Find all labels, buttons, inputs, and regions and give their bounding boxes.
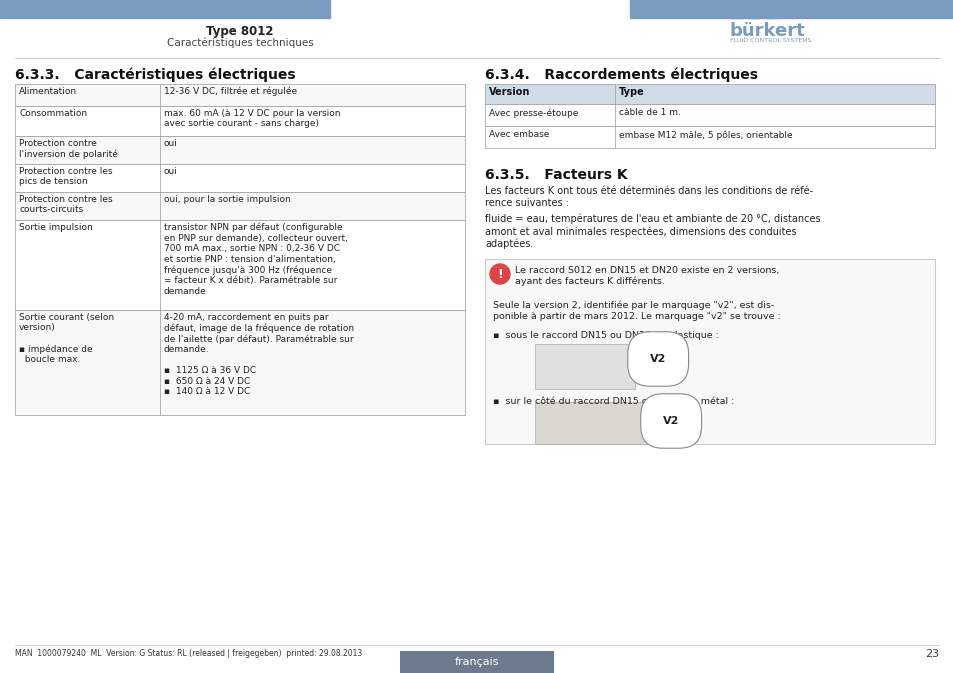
FancyBboxPatch shape (484, 259, 934, 444)
Text: Protection contre
l'inversion de polarité: Protection contre l'inversion de polarit… (19, 139, 118, 159)
Bar (15, 84, 464, 106)
Text: français: français (455, 657, 498, 667)
Bar (765, 12, 778, 18)
Text: !: ! (497, 267, 502, 281)
Text: 12-36 V DC, filtrée et régulée: 12-36 V DC, filtrée et régulée (164, 87, 296, 96)
Text: ▪  sous le raccord DN15 ou DN20 en plastique :: ▪ sous le raccord DN15 ou DN20 en plasti… (493, 331, 719, 340)
Text: Type 8012: Type 8012 (206, 25, 274, 38)
Text: Le raccord S012 en DN15 et DN20 existe en 2 versions,
ayant des facteurs K diffé: Le raccord S012 en DN15 et DN20 existe e… (515, 266, 779, 286)
Text: 6.3.5.   Facteurs K: 6.3.5. Facteurs K (484, 168, 627, 182)
Circle shape (490, 264, 510, 284)
Text: ▪  sur le côté du raccord DN15 ou DN20 en métal :: ▪ sur le côté du raccord DN15 ou DN20 en… (493, 397, 734, 406)
Text: Sortie courant (selon
version)

▪ impédance de
  boucle max.: Sortie courant (selon version) ▪ impédan… (19, 313, 114, 364)
Text: Protection contre les
courts-circuits: Protection contre les courts-circuits (19, 195, 112, 215)
Text: 23: 23 (923, 649, 938, 659)
Text: max. 60 mA (à 12 V DC pour la version
avec sortie courant - sans charge): max. 60 mA (à 12 V DC pour la version av… (164, 109, 340, 129)
Bar (399, 651, 554, 673)
Text: V2: V2 (662, 416, 679, 426)
Bar (629, 0, 953, 18)
Bar (535, 344, 635, 389)
Text: câble de 1 m.: câble de 1 m. (618, 108, 680, 117)
Bar (729, 12, 741, 18)
Text: Avec presse-étoupe: Avec presse-étoupe (489, 108, 578, 118)
Bar (15, 310, 464, 415)
Text: Protection contre les
pics de tension: Protection contre les pics de tension (19, 167, 112, 186)
Text: 4-20 mA, raccordement en puits par
défaut, image de la fréquence de rotation
de : 4-20 mA, raccordement en puits par défau… (164, 313, 354, 396)
Text: transistor NPN par défaut (configurable
en PNP sur demande), collecteur ouvert,
: transistor NPN par défaut (configurable … (164, 223, 348, 295)
Text: Type: Type (618, 87, 644, 97)
Bar (15, 106, 464, 136)
Text: bürkert: bürkert (729, 22, 805, 40)
Bar (15, 164, 464, 192)
Bar (484, 104, 934, 126)
Text: Sortie impulsion: Sortie impulsion (19, 223, 92, 232)
Bar (0, 0, 330, 18)
Text: fluide = eau, températures de l'eau et ambiante de 20 °C, distances
amont et ava: fluide = eau, températures de l'eau et a… (484, 214, 820, 249)
Text: 6.3.4.   Raccordements électriques: 6.3.4. Raccordements électriques (484, 68, 758, 83)
Bar (15, 192, 464, 220)
Bar (15, 220, 464, 310)
Bar (747, 12, 760, 18)
Text: Avec embase: Avec embase (489, 130, 549, 139)
Text: Seule la version 2, identifiée par le marquage "v2", est dis-
ponible à partir d: Seule la version 2, identifiée par le ma… (493, 301, 780, 321)
Text: Les facteurs K ont tous été déterminés dans les conditions de réfé-
rence suivan: Les facteurs K ont tous été déterminés d… (484, 186, 812, 207)
Bar (484, 84, 934, 104)
Bar (15, 136, 464, 164)
Text: oui: oui (164, 139, 177, 148)
Bar (535, 402, 655, 444)
Text: Caractéristiques techniques: Caractéristiques techniques (167, 38, 313, 48)
Text: MAN  1000079240  ML  Version: G Status: RL (released | freigegeben)  printed: 29: MAN 1000079240 ML Version: G Status: RL … (15, 649, 362, 658)
Text: oui: oui (164, 167, 177, 176)
Text: Version: Version (489, 87, 530, 97)
Text: V2: V2 (649, 354, 666, 364)
Bar (484, 126, 934, 148)
Text: embase M12 mâle, 5 pôles, orientable: embase M12 mâle, 5 pôles, orientable (618, 130, 792, 139)
Text: oui, pour la sortie impulsion: oui, pour la sortie impulsion (164, 195, 291, 204)
Text: FLUID CONTROL SYSTEMS: FLUID CONTROL SYSTEMS (729, 38, 811, 43)
Text: Alimentation: Alimentation (19, 87, 77, 96)
Text: 6.3.3.   Caractéristiques électriques: 6.3.3. Caractéristiques électriques (15, 68, 295, 83)
Text: Consommation: Consommation (19, 109, 87, 118)
